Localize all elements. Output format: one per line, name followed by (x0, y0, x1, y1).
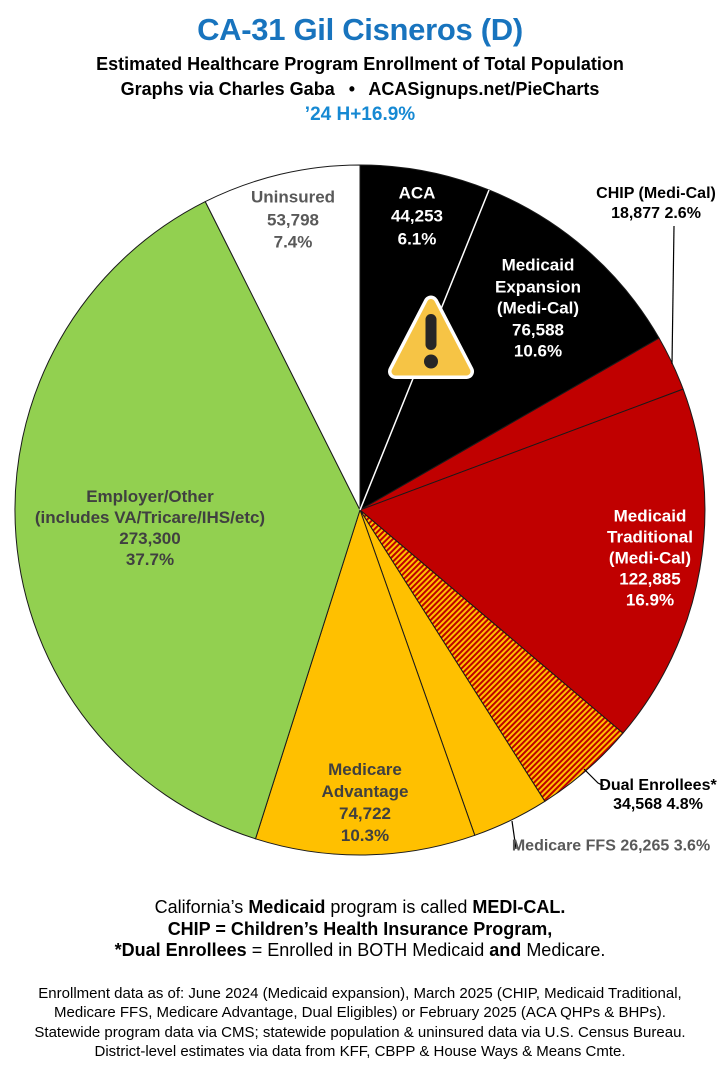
source-note-line: Enrollment data as of: June 2024 (Medica… (38, 985, 682, 1002)
pie-slice-medicare_advantage (255, 509, 476, 856)
pie-slice-employer_other (14, 201, 361, 840)
pie-slice-uninsured (204, 164, 361, 511)
footnote-line: *Dual Enrollees = Enrolled in BOTH Medic… (114, 940, 606, 960)
source-note-line: Statewide program data via CMS; statewid… (34, 1023, 686, 1041)
source-note-line: Medicare FFS, Medicare Advantage, Dual E… (54, 1004, 666, 1022)
footnote-line: California’s Medicaid program is called … (154, 897, 566, 917)
credit-line: Graphs via Charles Gaba • ACASignups.net… (120, 79, 600, 99)
subtitle: Estimated Healthcare Program Enrollment … (96, 54, 624, 74)
pie-slice-medicaid_expansion (359, 189, 660, 511)
page-title: CA-31 Gil Cisneros (D) (197, 12, 523, 47)
leader-line-dual_enrollees (583, 768, 605, 787)
footnote-line: CHIP = Children’s Health Insurance Progr… (167, 918, 553, 939)
source-notes: Enrollment data as of: June 2024 (Medica… (0, 984, 720, 1062)
source-note-line: District-level estimates via data from K… (94, 1043, 626, 1061)
leader-line-medicare_ffs (511, 820, 517, 850)
warning-icon (388, 295, 474, 379)
definitions-footnote: California’s Medicaid program is called … (0, 897, 720, 962)
pie-slice-medicaid_traditional (359, 388, 706, 734)
enrollment-change-tagline: ’24 H+16.9% (304, 104, 416, 125)
leader-line-chip (671, 225, 675, 365)
